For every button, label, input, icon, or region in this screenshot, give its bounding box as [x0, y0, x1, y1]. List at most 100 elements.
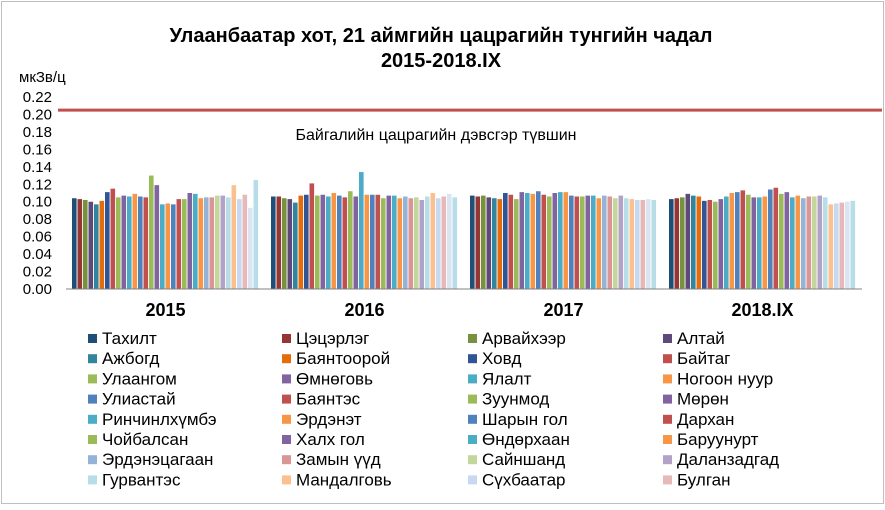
bar — [669, 199, 674, 289]
bar — [850, 200, 856, 289]
bar — [547, 196, 552, 289]
bar — [839, 202, 845, 289]
legend-swatch — [282, 455, 291, 465]
bar — [640, 199, 646, 289]
bar — [762, 196, 768, 289]
bar — [83, 199, 88, 289]
legend-label: Ховд — [482, 349, 521, 368]
bar — [132, 193, 138, 289]
chart-title-line2: 2015-2018.IX — [381, 50, 502, 72]
bar — [436, 198, 441, 289]
bar — [375, 194, 381, 289]
x-tick-label: 2016 — [344, 300, 384, 320]
bar — [558, 192, 563, 289]
legend-swatch — [282, 374, 291, 384]
bar — [702, 200, 707, 289]
legend-swatch — [88, 374, 97, 384]
bar — [149, 175, 154, 289]
legend-label: Эрдэнэт — [296, 410, 362, 429]
bar — [154, 185, 160, 289]
legend-label: Эрдэнэцагаан — [102, 450, 213, 469]
legend-swatch — [282, 394, 291, 404]
bar — [552, 193, 558, 289]
bar — [176, 199, 182, 289]
bar — [353, 196, 359, 289]
y-tick-label: 0.10 — [23, 194, 52, 211]
bar — [364, 194, 370, 289]
y-tick-label: 0.04 — [23, 246, 52, 263]
legend-label: Тахилт — [102, 329, 157, 348]
bar — [165, 203, 171, 289]
bar — [602, 195, 607, 289]
bar — [187, 193, 193, 289]
bar — [237, 199, 242, 289]
y-tick-label: 0.00 — [23, 281, 52, 298]
legend-swatch — [88, 354, 97, 364]
bar — [447, 193, 452, 289]
bar — [198, 198, 204, 289]
legend-swatch — [88, 394, 97, 404]
legend-swatch — [282, 435, 291, 444]
legend-label: Булган — [677, 470, 731, 489]
legend-label: Ялалт — [482, 369, 532, 388]
bar — [497, 199, 503, 289]
bar — [618, 195, 624, 289]
bar — [801, 198, 806, 289]
bar — [806, 196, 812, 289]
bar — [220, 195, 226, 289]
bar — [779, 193, 784, 289]
legend-swatch — [88, 435, 97, 444]
reference-line-label: Байгалийн цацрагийн дэвсгэр түвшин — [295, 127, 576, 144]
legend-swatch — [282, 475, 291, 485]
y-tick-label: 0.18 — [23, 124, 52, 141]
legend-label: Баянтэс — [296, 390, 361, 409]
bar — [403, 196, 408, 289]
bar — [685, 193, 691, 289]
bar — [470, 195, 475, 289]
x-tick-label: 2015 — [145, 300, 185, 320]
bar — [607, 196, 613, 289]
legend-label: Даланзадгад — [677, 450, 779, 469]
bar — [408, 198, 414, 289]
bar — [430, 193, 436, 289]
bar — [315, 195, 320, 289]
bar — [707, 199, 713, 289]
bar — [746, 194, 751, 289]
legend-swatch — [282, 414, 291, 424]
bar — [72, 198, 77, 289]
bar — [121, 195, 127, 289]
legend-label: Цэцэрлэг — [296, 329, 369, 348]
bar — [724, 196, 729, 289]
bar — [248, 207, 253, 289]
bar — [768, 189, 773, 289]
bar — [414, 197, 419, 289]
bar — [271, 196, 276, 289]
y-tick-label: 0.20 — [23, 106, 52, 123]
bar — [392, 195, 397, 289]
legend-swatch — [663, 455, 672, 465]
bar — [298, 195, 304, 289]
bar — [674, 198, 680, 289]
bar — [381, 198, 386, 289]
legend-label: Өмнөговь — [296, 369, 373, 388]
legend-swatch — [663, 414, 672, 424]
bar — [359, 172, 364, 289]
legend-label: Өндөрхаан — [482, 430, 570, 449]
bar — [740, 190, 746, 289]
legend-label: Алтай — [677, 329, 725, 348]
y-tick-label: 0.06 — [23, 229, 52, 246]
bar — [441, 196, 447, 289]
bar — [541, 194, 547, 289]
bar — [88, 201, 94, 289]
legend-label: Чойбалсан — [102, 430, 188, 449]
bar — [635, 199, 640, 289]
bar — [475, 196, 481, 289]
bar — [143, 197, 149, 289]
bar — [718, 199, 724, 289]
legend-swatch — [663, 394, 672, 404]
legend-swatch — [663, 435, 672, 444]
legend-label: Мөрөн — [677, 390, 729, 409]
bar — [342, 197, 348, 289]
bar — [680, 197, 685, 289]
bar — [253, 179, 259, 289]
